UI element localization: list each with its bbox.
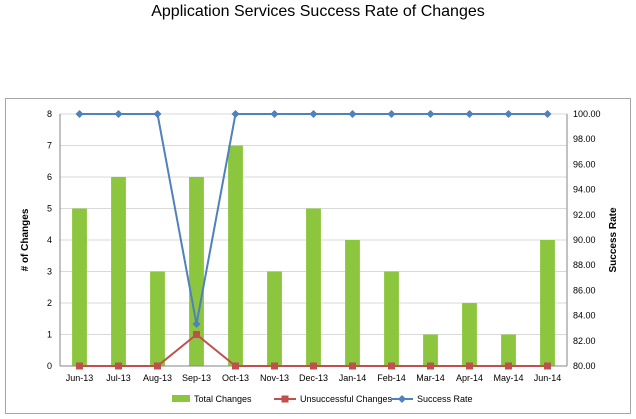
point-success-rate <box>426 110 435 118</box>
point-unsuccessful-changes <box>544 362 551 370</box>
y2-tick-label: 94.00 <box>573 185 596 195</box>
y2-tick-label: 86.00 <box>573 285 596 295</box>
point-unsuccessful-changes <box>427 362 434 370</box>
point-unsuccessful-changes <box>76 362 83 370</box>
point-success-rate <box>465 110 474 118</box>
x-tick-label: Apr-14 <box>456 373 483 383</box>
y2-tick-label: 82.00 <box>573 336 596 346</box>
x-tick-label: Jan-14 <box>339 373 367 383</box>
point-success-rate <box>387 110 396 118</box>
y2-tick-label: 98.00 <box>573 134 596 144</box>
point-success-rate <box>153 110 162 118</box>
point-unsuccessful-changes <box>349 362 356 370</box>
point-success-rate <box>114 110 123 118</box>
point-success-rate <box>75 110 84 118</box>
y-tick-label: 3 <box>47 267 52 277</box>
point-success-rate <box>348 110 357 118</box>
bar-total-changes <box>267 271 282 366</box>
bar-total-changes <box>72 208 87 366</box>
y2-tick-label: 84.00 <box>573 311 596 321</box>
y2-tick-label: 96.00 <box>573 159 596 169</box>
point-success-rate <box>231 110 240 118</box>
x-tick-label: May-14 <box>493 373 523 383</box>
bar-total-changes <box>228 145 243 366</box>
x-tick-label: Oct-13 <box>222 373 249 383</box>
point-unsuccessful-changes <box>388 362 395 370</box>
y-tick-label: 6 <box>47 172 52 182</box>
y-tick-label: 4 <box>47 235 52 245</box>
point-unsuccessful-changes <box>115 362 122 370</box>
legend-label-success-rate: Success Rate <box>417 394 473 404</box>
y2-tick-label: 92.00 <box>573 210 596 220</box>
legend-label-unsuccessful-changes: Unsuccessful Changes <box>300 394 393 404</box>
point-success-rate <box>504 110 513 118</box>
chart-frame: 0 1 2 3 4 5 6 7 8 80.00 82.00 84.00 86.00 88.00 90.00 9… <box>5 98 631 414</box>
point-unsuccessful-changes <box>505 362 512 370</box>
bar-total-changes <box>189 177 204 366</box>
x-tick-label: Feb-14 <box>377 373 406 383</box>
chart-svg: 0 1 2 3 4 5 6 7 8 80.00 82.00 84.00 86.00 88.00 90.00 9… <box>20 109 619 404</box>
point-success-rate <box>192 320 201 329</box>
y-tick-label: 2 <box>47 298 52 308</box>
x-tick-label: Nov-13 <box>260 373 289 383</box>
y-tick-label: 5 <box>47 204 52 214</box>
point-unsuccessful-changes <box>310 362 317 370</box>
y-tick-label: 0 <box>47 361 52 371</box>
y-tick-label: 1 <box>47 330 52 340</box>
y-tick-label: 7 <box>47 141 52 151</box>
x-tick-label: Dec-13 <box>299 373 328 383</box>
chart-title: Application Services Success Rate of Cha… <box>151 3 485 20</box>
y2-tick-label: 100.00 <box>573 109 601 119</box>
y2-axis-title: Success Rate <box>608 207 619 272</box>
legend-label-total-changes: Total Changes <box>194 394 252 404</box>
bar-total-changes <box>423 334 438 366</box>
point-success-rate <box>270 110 279 118</box>
legend-marker-success-rate <box>398 395 406 403</box>
y2-tick-label: 80.00 <box>573 361 596 371</box>
bar-total-changes <box>345 240 360 366</box>
point-unsuccessful-changes <box>466 362 473 370</box>
point-success-rate <box>309 110 318 118</box>
bar-total-changes <box>384 271 399 366</box>
x-tick-label: Jun-13 <box>66 373 94 383</box>
y2-tick-label: 90.00 <box>573 235 596 245</box>
point-unsuccessful-changes <box>232 362 239 370</box>
bar-total-changes <box>306 208 321 366</box>
x-tick-label: Mar-14 <box>416 373 445 383</box>
bar-total-changes <box>111 177 126 366</box>
x-tick-label: Aug-13 <box>143 373 172 383</box>
y-axis-title: # of Changes <box>20 208 31 271</box>
y2-tick-label: 88.00 <box>573 260 596 270</box>
point-success-rate <box>543 110 552 118</box>
point-unsuccessful-changes <box>154 362 161 370</box>
bar-total-changes <box>462 303 477 366</box>
point-unsuccessful-changes <box>193 331 200 338</box>
x-tick-label: Jul-13 <box>106 373 131 383</box>
bar-total-changes <box>540 240 555 366</box>
x-tick-label: Sep-13 <box>182 373 211 383</box>
y-tick-label: 8 <box>47 109 52 119</box>
legend-marker-unsuccessful-changes <box>281 395 289 403</box>
point-unsuccessful-changes <box>271 362 278 370</box>
bar-total-changes <box>150 271 165 366</box>
legend-swatch-total-changes <box>172 395 190 402</box>
bar-total-changes <box>501 334 516 366</box>
x-tick-label: Jun-14 <box>534 373 562 383</box>
